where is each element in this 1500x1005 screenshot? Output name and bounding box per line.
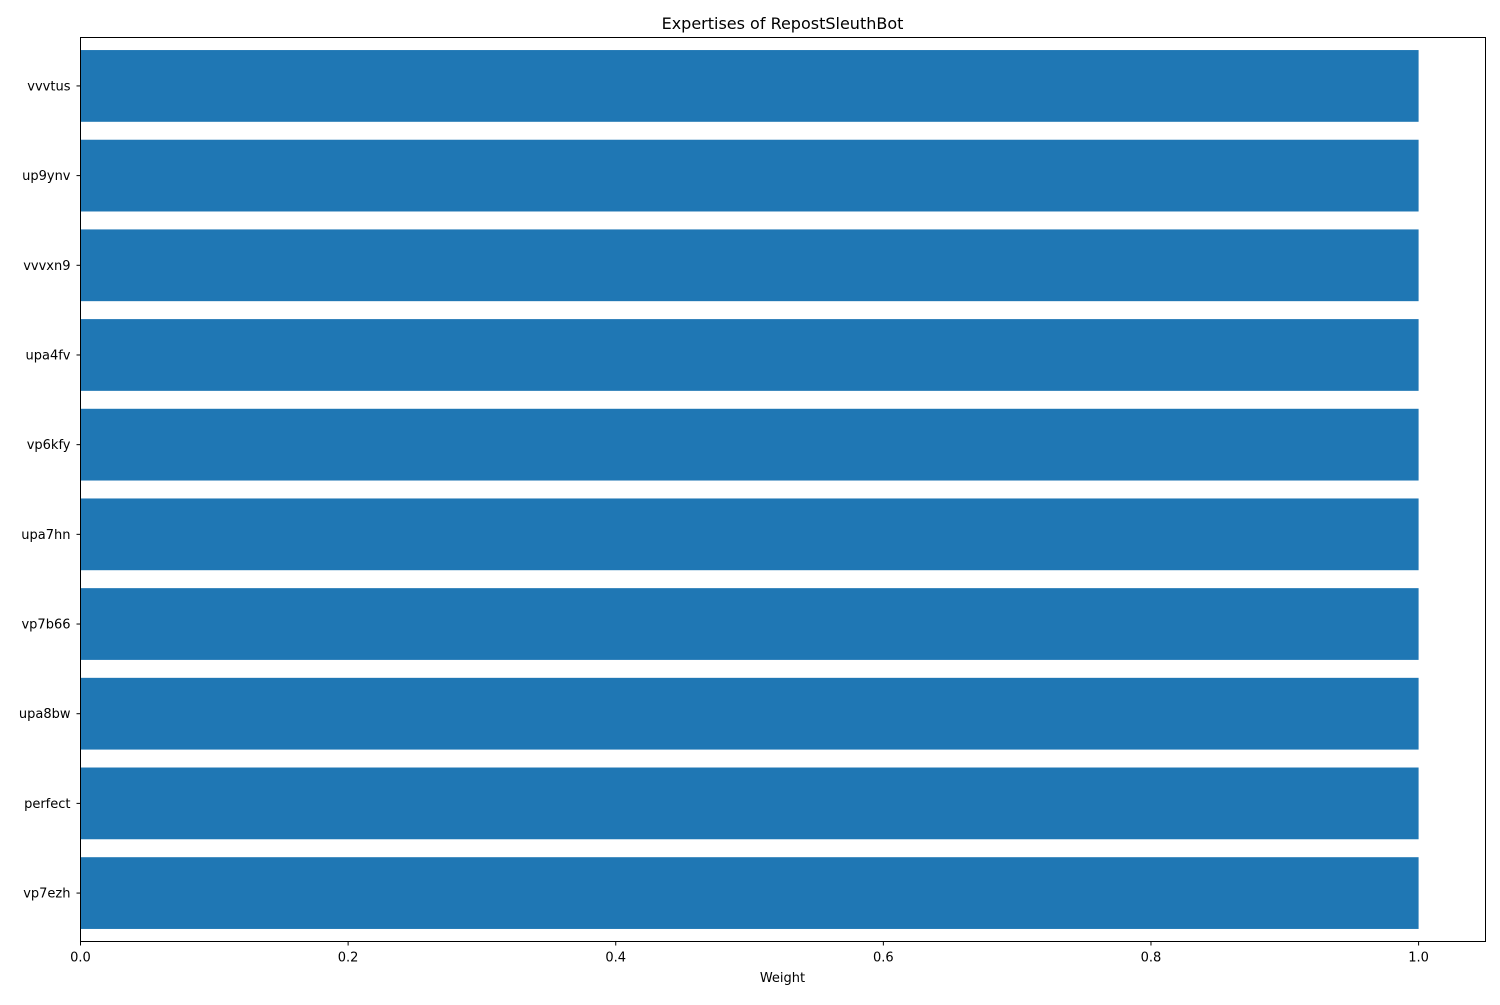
y-tick-label: vvvtus (27, 79, 70, 94)
y-tick-label: vp7b66 (21, 618, 70, 633)
x-tick-label: 1.0 (1408, 951, 1429, 966)
bar-upa8bw (80, 677, 1419, 750)
x-tick-label: 0.8 (1141, 951, 1162, 966)
bar-vvvtus (80, 50, 1419, 122)
chart-title: Expertises of RepostSleuthBot (662, 14, 904, 33)
bar-upa4fv (80, 319, 1419, 391)
y-tick-label: vvvxn9 (23, 259, 70, 274)
bar-perfect (80, 767, 1419, 840)
bar-vp7ezh (80, 857, 1419, 929)
bar-vvvxn9 (80, 229, 1419, 302)
y-axis-ticks: vvvtus up9ynv vvvxn9 upa4fv vp6kfy upa7hn vp7b… (19, 79, 81, 902)
x-tick-label: 0.4 (605, 951, 626, 966)
x-axis-ticks: 0.0 0.2 0.4 0.6 0.8 1.0 (70, 941, 1429, 966)
y-tick-label: perfect (24, 797, 70, 812)
x-tick-label: 0.6 (873, 951, 894, 966)
y-tick-label: vp7ezh (23, 887, 70, 902)
bar-upa7hn (80, 498, 1419, 571)
bar-up9ynv (80, 139, 1419, 212)
x-tick-label: 0.0 (70, 951, 91, 966)
bar-vp6kfy (80, 408, 1419, 481)
y-tick-label: vp6kfy (27, 438, 71, 453)
y-tick-label: upa8bw (19, 707, 71, 722)
y-tick-label: up9ynv (22, 169, 71, 184)
x-tick-label: 0.2 (338, 951, 359, 966)
plot-frame (80, 37, 1486, 942)
bars-layer (80, 50, 1419, 929)
y-tick-label: upa4fv (26, 348, 71, 363)
bar-vp7b66 (80, 588, 1419, 660)
x-axis-label: Weight (760, 971, 805, 986)
y-tick-label: upa7hn (21, 528, 70, 543)
